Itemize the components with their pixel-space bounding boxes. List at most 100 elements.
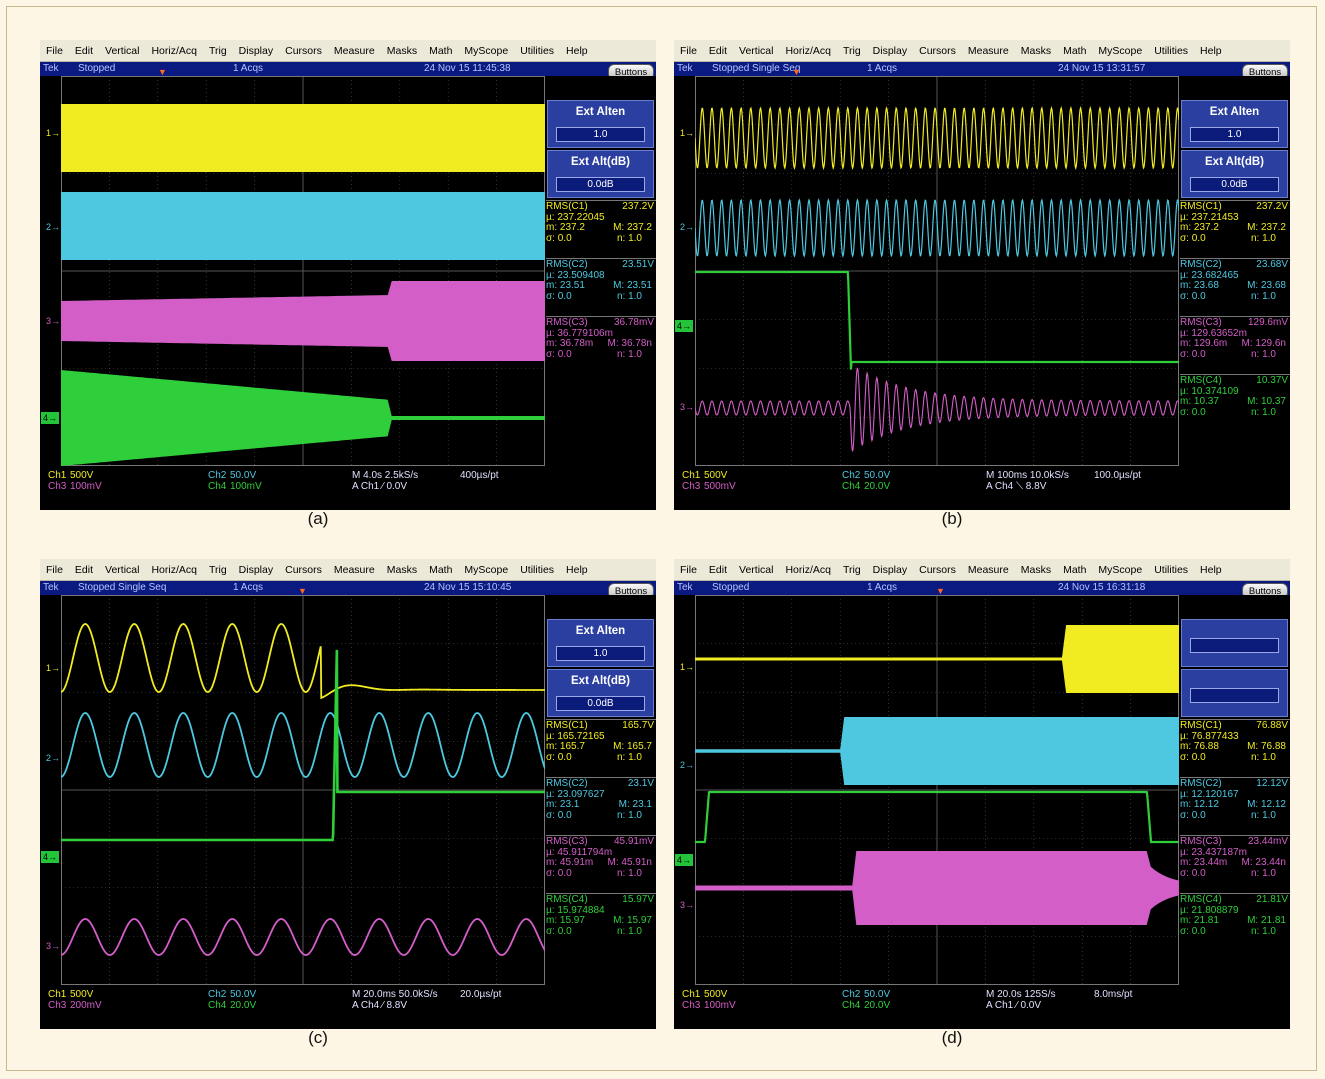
ch4-marker[interactable]: 4→ [675,854,693,866]
ch2-scale[interactable]: 50.0V [230,989,257,1000]
menu-display[interactable]: Display [238,44,274,57]
menu-file[interactable]: File [46,44,63,57]
menu-measure[interactable]: Measure [967,563,1009,576]
menu-measure[interactable]: Measure [333,563,375,576]
menu-masks[interactable]: Masks [386,44,418,57]
ch4-marker[interactable]: 4→ [41,851,59,863]
menu-vertical[interactable]: Vertical [105,563,140,576]
ch3-label[interactable]: Ch3 [682,1000,701,1011]
ch1-scale[interactable]: 500V [704,470,728,481]
ch2-marker[interactable]: 2→ [46,753,61,763]
menu-trig[interactable]: Trig [842,563,861,576]
ch3-marker[interactable]: 3→ [680,402,695,412]
ch4-scale[interactable]: 20.0V [230,1000,257,1011]
menu-horiz-acq[interactable]: Horiz/Acq [785,563,831,576]
menu-help[interactable]: Help [566,44,588,57]
menu-edit[interactable]: Edit [74,44,94,57]
ch3-marker[interactable]: 3→ [46,941,61,951]
ext-altdb-panel[interactable]: Ext Alt(dB) 0.0dB [547,669,654,717]
menu-display[interactable]: Display [872,563,908,576]
menu-masks[interactable]: Masks [1020,563,1052,576]
menu-edit[interactable]: Edit [74,563,94,576]
menu-edit[interactable]: Edit [708,44,728,57]
menu-myscope[interactable]: MyScope [1098,44,1143,57]
ext-altdb-panel[interactable]: Ext Alt(dB) [1181,669,1288,717]
menu-masks[interactable]: Masks [1020,44,1052,57]
timebase-readout[interactable]: M 100ms 10.0kS/s [986,470,1069,481]
ch2-label[interactable]: Ch2 [842,470,861,481]
menu-myscope[interactable]: MyScope [464,44,509,57]
ch2-scale[interactable]: 50.0V [864,989,891,1000]
ch4-marker[interactable]: 4→ [41,412,59,424]
menu-display[interactable]: Display [238,563,274,576]
ch4-label[interactable]: Ch4 [208,1000,227,1011]
menu-utilities[interactable]: Utilities [520,44,555,57]
ch2-marker[interactable]: 2→ [680,760,695,770]
ch3-scale[interactable]: 100mV [704,1000,736,1011]
ch2-scale[interactable]: 50.0V [864,470,891,481]
menu-utilities[interactable]: Utilities [1154,563,1189,576]
menu-cursors[interactable]: Cursors [285,44,322,57]
ch1-marker[interactable]: 1→ [680,128,695,138]
ch3-label[interactable]: Ch3 [48,481,67,492]
ch1-label[interactable]: Ch1 [48,470,67,481]
ch1-scale[interactable]: 500V [704,989,728,1000]
timebase-readout[interactable]: M 20.0ms 50.0kS/s [352,989,438,1000]
menu-vertical[interactable]: Vertical [739,563,774,576]
menu-math[interactable]: Math [1063,563,1087,576]
ch4-label[interactable]: Ch4 [842,1000,861,1011]
timebase-readout[interactable]: M 4.0s 2.5kS/s [352,470,419,481]
ext-altdb-field[interactable]: 0.0dB [556,696,645,711]
menu-utilities[interactable]: Utilities [1154,44,1189,57]
ch3-marker[interactable]: 3→ [680,900,695,910]
trigger-readout[interactable]: A Ch4 ⟍ 8.8V [986,481,1047,492]
menu-trig[interactable]: Trig [208,44,227,57]
ch1-marker[interactable]: 1→ [680,662,695,672]
menu-horiz-acq[interactable]: Horiz/Acq [785,44,831,57]
ch3-marker[interactable]: 3→ [46,316,61,326]
menu-math[interactable]: Math [1063,44,1087,57]
ch1-label[interactable]: Ch1 [48,989,67,1000]
menu-help[interactable]: Help [1200,563,1222,576]
ext-alten-panel[interactable]: Ext Alten 1.0 [1181,100,1288,148]
menu-utilities[interactable]: Utilities [520,563,555,576]
trigger-readout[interactable]: A Ch1 ⁄ 0.0V [352,481,408,492]
menu-trig[interactable]: Trig [208,563,227,576]
ch3-scale[interactable]: 200mV [70,1000,102,1011]
ext-alten-panel[interactable]: Ext Alten [1181,619,1288,667]
ch1-marker[interactable]: 1→ [46,128,61,138]
menu-cursors[interactable]: Cursors [919,563,956,576]
menu-vertical[interactable]: Vertical [739,44,774,57]
trigger-readout[interactable]: A Ch1 ⁄ 0.0V [986,1000,1042,1011]
menu-file[interactable]: File [46,563,63,576]
ch1-marker[interactable]: 1→ [46,663,61,673]
ch4-marker[interactable]: 4→ [675,320,693,332]
ch1-scale[interactable]: 500V [70,989,94,1000]
sample-interval[interactable]: 100.0µs/pt [1094,470,1141,481]
ch1-label[interactable]: Ch1 [682,989,701,1000]
sample-interval[interactable]: 400µs/pt [460,470,499,481]
ext-altdb-panel[interactable]: Ext Alt(dB) 0.0dB [547,150,654,198]
menu-myscope[interactable]: MyScope [1098,563,1143,576]
menu-display[interactable]: Display [872,44,908,57]
ext-alten-panel[interactable]: Ext Alten 1.0 [547,100,654,148]
ch4-scale[interactable]: 20.0V [864,1000,891,1011]
ext-altdb-field[interactable]: 0.0dB [556,177,645,192]
ch2-label[interactable]: Ch2 [842,989,861,1000]
menu-measure[interactable]: Measure [333,44,375,57]
ch1-scale[interactable]: 500V [70,470,94,481]
menu-math[interactable]: Math [429,563,453,576]
ext-alten-panel[interactable]: Ext Alten 1.0 [547,619,654,667]
ch2-marker[interactable]: 2→ [46,222,61,232]
ch2-marker[interactable]: 2→ [680,222,695,232]
timebase-readout[interactable]: M 20.0s 125S/s [986,989,1056,1000]
menu-masks[interactable]: Masks [386,563,418,576]
menu-help[interactable]: Help [566,563,588,576]
menu-file[interactable]: File [680,563,697,576]
menu-vertical[interactable]: Vertical [105,44,140,57]
trigger-readout[interactable]: A Ch4 ⁄ 8.8V [352,1000,408,1011]
ch2-label[interactable]: Ch2 [208,989,227,1000]
ch2-scale[interactable]: 50.0V [230,470,257,481]
sample-interval[interactable]: 20.0µs/pt [460,989,502,1000]
ch4-label[interactable]: Ch4 [842,481,861,492]
